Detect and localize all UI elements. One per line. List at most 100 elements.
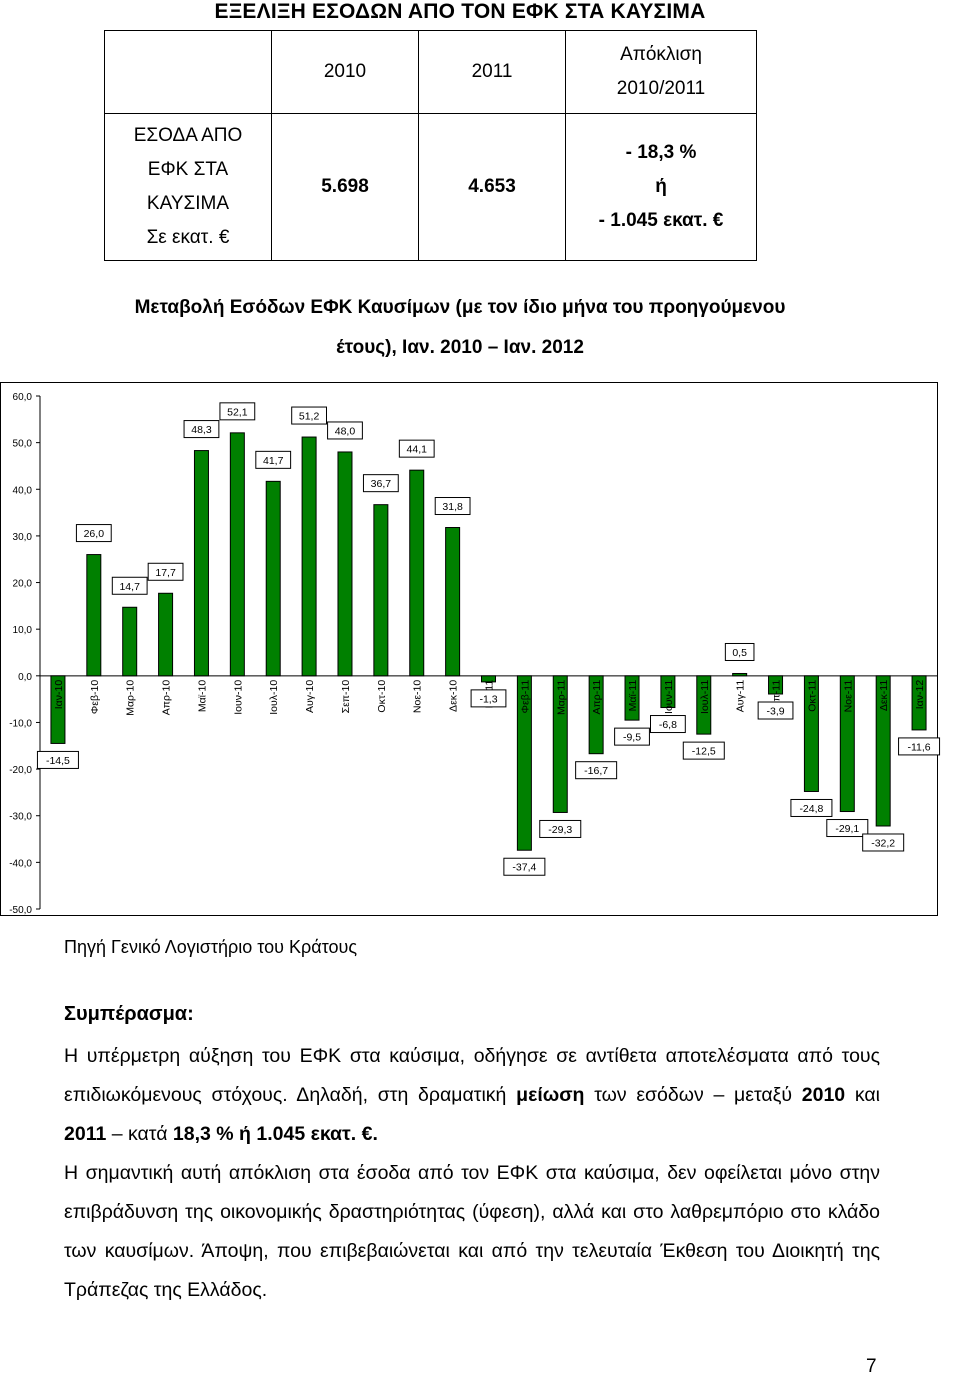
y-tick-label: 30,0	[13, 532, 33, 543]
chart-title-line1: Μεταβολή Εσόδων ΕΦΚ Καυσίμων (με τον ίδι…	[134, 297, 786, 318]
table-corner-cell	[104, 30, 272, 114]
value-2010: 5.698	[271, 113, 419, 261]
row-label-line3: ΚΑΥΣΙΜΑ	[146, 193, 230, 214]
p1-text-a: Η υπέρμετρη αύξηση του ΕΦΚ στα καύσιμα, …	[64, 1045, 880, 1106]
bar	[732, 672, 748, 677]
value-label-box	[724, 642, 755, 661]
bar	[158, 592, 174, 677]
value-label-box	[75, 524, 112, 543]
revenue-summary-table: 2010 2011 Απόκλιση 2010/2011 ΕΣΟΔΑ ΑΠΟ Ε…	[104, 30, 757, 261]
value-label: 52,1	[227, 406, 248, 418]
bar	[588, 675, 604, 755]
y-tick-label: 0,0	[18, 672, 32, 683]
category-label: Νοε-11	[842, 680, 854, 713]
category-label: Ιαν-10	[53, 680, 65, 710]
row-label-line4: Σε εκατ. €	[146, 227, 230, 248]
value-label: 41,7	[263, 455, 284, 467]
y-tick-label: -50,0	[9, 905, 32, 916]
bar	[803, 675, 819, 792]
value-label: 31,8	[442, 501, 463, 513]
category-label: Απρ-10	[161, 680, 173, 716]
value-label-box	[682, 741, 725, 760]
category-label: Φεβ-10	[89, 680, 101, 714]
value-label-box	[790, 798, 833, 817]
value-label-box	[362, 474, 399, 493]
value-label: -9,5	[623, 732, 641, 744]
value-label-box	[826, 819, 869, 838]
y-tick-label: 20,0	[13, 579, 33, 590]
category-label: Μαϊ-11	[627, 680, 639, 712]
bar	[696, 675, 712, 735]
deviation-line1: - 18,3 %	[625, 142, 697, 163]
p1-text-end: .	[372, 1123, 378, 1145]
chart-plot: 60,0 50,0 40,0 30,0 20,0 10,0 0,0 -10,0 -20,0 -30…	[9, 392, 941, 916]
header-deviation: Απόκλιση 2010/2011	[565, 30, 757, 114]
bar	[516, 675, 532, 851]
category-label: Αυγ-11	[735, 680, 747, 713]
y-tick-label: -10,0	[9, 718, 32, 729]
p1-text-c: των εσόδων – μεταξύ	[584, 1084, 802, 1106]
value-label: -3,9	[766, 706, 784, 718]
y-tick-label: -20,0	[9, 765, 32, 776]
y-tick-label: 10,0	[13, 625, 33, 636]
conclusion-paragraph-2: Η σημαντική αυτή απόκλιση στα έσοδα από …	[64, 1162, 880, 1301]
value-label-box	[434, 497, 471, 516]
value-label: 14,7	[119, 581, 140, 593]
category-label: Ιουν-11	[663, 680, 675, 714]
value-label: -32,2	[871, 837, 895, 849]
value-label-box	[650, 715, 686, 734]
y-tick-label: 40,0	[13, 485, 33, 496]
category-label: Ιαν-12	[914, 680, 926, 710]
value-label: 36,7	[371, 478, 392, 490]
chart-frame	[0, 382, 938, 916]
value-label: 48,3	[191, 424, 212, 436]
p1-year-2010: 2010	[801, 1084, 846, 1106]
category-label: Δεκ-10	[448, 680, 460, 712]
bar	[229, 432, 245, 677]
bar	[86, 554, 102, 677]
value-label-box	[147, 562, 184, 581]
bar	[122, 606, 138, 677]
table-data-row: ΕΣΟΔΑ ΑΠΟ ΕΦΚ ΣΤΑ ΚΑΥΣΙΜΑ Σε εκατ. € 5.6…	[104, 113, 757, 261]
row-label: ΕΣΟΔΑ ΑΠΟ ΕΦΚ ΣΤΑ ΚΑΥΣΙΜΑ Σε εκατ. €	[104, 113, 272, 261]
bar	[660, 675, 676, 709]
source-note: Πηγή Γενικό Λογιστήριο του Κράτους	[64, 937, 358, 957]
value-label: -37,4	[512, 862, 536, 874]
bar	[193, 450, 209, 677]
value-label-box	[470, 689, 507, 708]
value-label-box	[398, 439, 435, 458]
header-year-2010: 2010	[271, 30, 419, 114]
value-label: -6,8	[659, 719, 677, 731]
deviation-value: - 18,3 % ή - 1.045 εκατ. €	[565, 113, 757, 261]
p1-text-g: – κατά	[106, 1123, 173, 1145]
table-header-row: 2010 2011 Απόκλιση 2010/2011	[104, 30, 757, 114]
bar	[50, 675, 66, 744]
category-label: Μαρ-11	[555, 680, 567, 715]
category-label: Ιουλ-10	[268, 680, 280, 715]
chart-title-line2: έτους), Ιαν. 2010 – Ιαν. 2012	[336, 337, 584, 358]
value-label-box	[757, 701, 794, 720]
category-label: Αυγ-10	[304, 680, 316, 713]
value-label-box	[219, 402, 256, 421]
bar	[911, 675, 927, 731]
y-tick-label: -40,0	[9, 858, 32, 869]
value-label: -29,3	[548, 824, 572, 836]
value-label: 51,2	[299, 411, 320, 423]
deviation-line2: ή	[655, 176, 667, 197]
row-label-line1: ΕΣΟΔΑ ΑΠΟ	[133, 125, 243, 146]
value-2011: 4.653	[418, 113, 566, 261]
row-label-line2: ΕΦΚ ΣΤΑ	[147, 159, 229, 180]
value-label: -1,3	[479, 693, 497, 705]
value-label-box	[539, 819, 582, 838]
category-label: Μαρ-10	[125, 680, 137, 716]
value-label: 17,7	[155, 567, 176, 579]
category-label: Μαϊ-10	[196, 680, 208, 712]
header-deviation-line1: Απόκλιση	[620, 44, 702, 65]
bar	[265, 480, 281, 677]
value-label-box	[862, 833, 905, 852]
category-label: Απρ-11	[591, 680, 603, 715]
value-label: -12,5	[692, 746, 716, 758]
value-label-box	[614, 727, 650, 746]
p1-year-2011: 2011	[64, 1123, 107, 1145]
bar	[875, 675, 891, 827]
